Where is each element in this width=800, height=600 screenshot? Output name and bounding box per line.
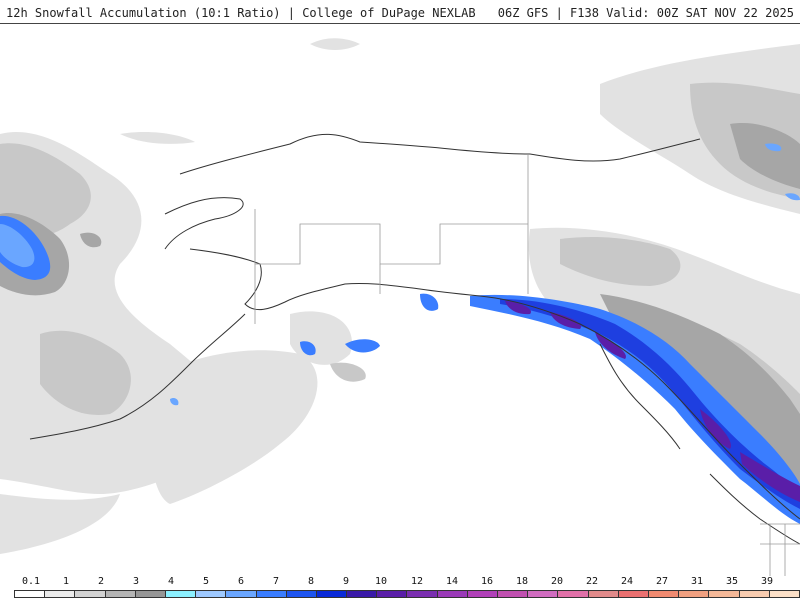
legend-swatch bbox=[708, 590, 739, 598]
legend-swatch bbox=[527, 590, 558, 598]
legend-swatch bbox=[346, 590, 377, 598]
legend-tick-label: 22 bbox=[585, 576, 599, 587]
legend-swatch bbox=[164, 590, 196, 598]
legend-tick-label: 8 bbox=[307, 576, 315, 587]
legend-tick-label: 6 bbox=[237, 576, 245, 587]
legend-tick-label: 9 bbox=[342, 576, 350, 587]
legend-tick-label: 3 bbox=[132, 576, 140, 587]
legend-tick-label: 31 bbox=[690, 576, 704, 587]
model-run-title: 06Z GFS | F138 Valid: 00Z SAT NOV 22 202… bbox=[497, 6, 794, 20]
legend-swatch bbox=[587, 590, 618, 598]
legend-swatch bbox=[436, 590, 467, 598]
snowfall-map bbox=[0, 24, 800, 576]
legend-tick-label: 14 bbox=[445, 576, 459, 587]
legend-tick-label: 12 bbox=[410, 576, 424, 587]
legend-tick-label: 1 bbox=[62, 576, 70, 587]
legend-tick-label: 35 bbox=[725, 576, 739, 587]
legend-swatch bbox=[255, 590, 286, 598]
header-bar: 12h Snowfall Accumulation (10:1 Ratio) |… bbox=[0, 0, 800, 24]
legend-labels: 0.1 1 2 3 4 5 6 7 8 9 10 12 14 16 18 20 22 24 27 31 35 39 bbox=[0, 576, 800, 588]
legend-tick-label: 10 bbox=[374, 576, 388, 587]
snow-blue-shading bbox=[0, 143, 800, 524]
legend-swatch bbox=[768, 590, 800, 598]
legend-swatch bbox=[406, 590, 437, 598]
legend-swatch bbox=[14, 590, 45, 598]
legend-swatch bbox=[104, 590, 135, 598]
legend-swatch bbox=[738, 590, 769, 598]
legend-swatch bbox=[617, 590, 648, 598]
legend-tick-label: 18 bbox=[515, 576, 529, 587]
legend-tick-label: 39 bbox=[760, 576, 774, 587]
legend-swatch bbox=[557, 590, 588, 598]
legend-swatch bbox=[225, 590, 256, 598]
legend-tick-label: 5 bbox=[202, 576, 210, 587]
legend-tick-label: 24 bbox=[620, 576, 634, 587]
snow-light-shading bbox=[0, 38, 800, 554]
color-legend: 0.1 1 2 3 4 5 6 7 8 9 10 12 14 16 18 20 22 24 27 31 35 39 bbox=[0, 576, 800, 600]
legend-tick-label: 16 bbox=[480, 576, 494, 587]
legend-swatch bbox=[497, 590, 528, 598]
map-canvas bbox=[0, 38, 800, 576]
product-title: 12h Snowfall Accumulation (10:1 Ratio) |… bbox=[6, 6, 476, 20]
legend-swatch bbox=[74, 590, 105, 598]
legend-tick-label: 4 bbox=[167, 576, 175, 587]
legend-tick-label: 20 bbox=[550, 576, 564, 587]
legend-swatch bbox=[134, 590, 165, 598]
legend-tick-label: 0.1 bbox=[21, 576, 41, 587]
legend-swatch bbox=[195, 590, 226, 598]
legend-swatch bbox=[315, 590, 347, 598]
legend-tick-label: 2 bbox=[97, 576, 105, 587]
legend-swatch bbox=[647, 590, 679, 598]
legend-swatch bbox=[466, 590, 497, 598]
legend-swatch bbox=[376, 590, 407, 598]
legend-tick-label: 27 bbox=[655, 576, 669, 587]
legend-color-bar bbox=[14, 590, 800, 598]
legend-swatch bbox=[285, 590, 316, 598]
boundaries bbox=[254, 154, 800, 576]
legend-swatch bbox=[678, 590, 709, 598]
legend-tick-label: 7 bbox=[272, 576, 280, 587]
legend-swatch bbox=[44, 590, 75, 598]
